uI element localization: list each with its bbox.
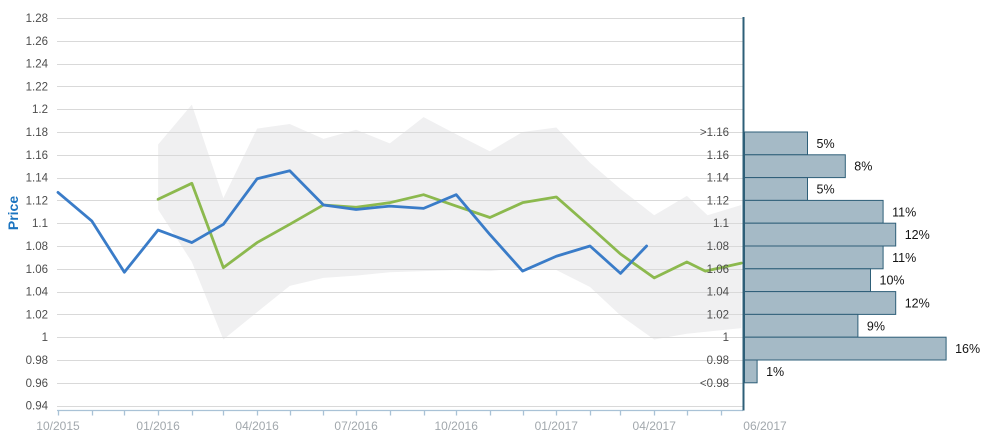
histogram-bin-label: 1.04 xyxy=(707,287,730,299)
histogram-bar xyxy=(744,222,897,247)
y-axis-tick-label: 0.98 xyxy=(26,355,48,367)
histogram-bar xyxy=(744,177,808,201)
y-axis-tick-label: 1.26 xyxy=(26,36,48,48)
histogram-bar-label: 1% xyxy=(766,365,784,379)
histogram-bar xyxy=(744,268,871,293)
forecast-line xyxy=(156,181,743,280)
histogram-bar xyxy=(744,131,808,156)
histogram-bin-label: >1.16 xyxy=(700,127,729,139)
x-axis-label: 10/2015 xyxy=(36,419,80,433)
histogram-bin-label: 1.08 xyxy=(707,241,729,253)
y-axis-tick-label: 1.28 xyxy=(26,13,48,25)
histogram-bar-label: 12% xyxy=(905,297,930,311)
y-axis-tick-label: 1 xyxy=(42,332,48,344)
histogram-bar-label: 5% xyxy=(817,137,835,151)
y-axis-tick-label: 1.22 xyxy=(26,81,48,93)
histogram-bar-label: 9% xyxy=(867,319,885,333)
y-axis-tick-label: 1.12 xyxy=(26,195,48,207)
histogram-bar-label: 11% xyxy=(892,251,916,265)
y-axis-tick-label: 1.24 xyxy=(26,59,49,71)
histogram-bin-label: 1.06 xyxy=(707,264,729,276)
histogram-bar xyxy=(744,313,859,338)
y-axis-tick-label: 1.06 xyxy=(26,264,48,276)
y-axis-tick-label: 1.1 xyxy=(32,218,48,230)
histogram-bar xyxy=(744,199,884,224)
histogram-bar-label: 5% xyxy=(817,183,835,197)
x-axis-label: 04/2017 xyxy=(633,419,677,433)
y-axis-tick-label: 1.08 xyxy=(26,241,48,253)
histogram-bar-label: 16% xyxy=(955,342,980,356)
histogram-bin-label: 1.02 xyxy=(707,309,729,321)
histogram-bin-label: 0.98 xyxy=(707,355,729,367)
y-axis-tick-label: 1.18 xyxy=(26,127,48,139)
histogram-bin-label: <0.98 xyxy=(700,378,729,390)
histogram-bin-label: 1 xyxy=(723,332,729,344)
histogram-bar xyxy=(744,336,947,361)
price-history-line xyxy=(56,169,649,275)
histogram-bin-label: 1.1 xyxy=(713,218,729,230)
x-axis-label: 01/2016 xyxy=(136,419,180,433)
histogram-bin-label: 1.14 xyxy=(707,173,730,185)
y-axis-tick-label: 1.14 xyxy=(26,173,49,185)
histogram-bar-label: 8% xyxy=(854,160,872,174)
histogram-bar xyxy=(744,245,884,270)
histogram-bin-label: 1.12 xyxy=(707,195,729,207)
y-axis-tick-label: 0.94 xyxy=(26,401,49,413)
x-axis-label: 06/2017 xyxy=(743,419,787,433)
histogram-bar xyxy=(744,154,846,179)
histogram-bar-label: 10% xyxy=(880,274,905,288)
y-axis-tick-label: 1.02 xyxy=(26,309,48,321)
y-axis-tick-label: 1.2 xyxy=(32,104,48,116)
y-axis-tick-label: 0.96 xyxy=(26,378,48,390)
confidence-band xyxy=(158,104,742,340)
histogram-bar-label: 12% xyxy=(905,228,930,242)
histogram-bin-label: 1.16 xyxy=(707,150,729,162)
y-axis-tick-label: 1.04 xyxy=(26,287,49,299)
histogram-bar xyxy=(744,291,897,315)
y-axis-tick-label: 1.16 xyxy=(26,150,48,162)
x-axis-label: 10/2016 xyxy=(435,419,479,433)
histogram-bar xyxy=(744,359,758,384)
histogram-bar-label: 11% xyxy=(892,205,916,219)
x-axis-label: 07/2016 xyxy=(334,419,378,433)
price-axis-label: Price xyxy=(5,195,21,231)
x-axis-label: 04/2016 xyxy=(235,419,279,433)
x-axis-label: 01/2017 xyxy=(535,419,579,433)
